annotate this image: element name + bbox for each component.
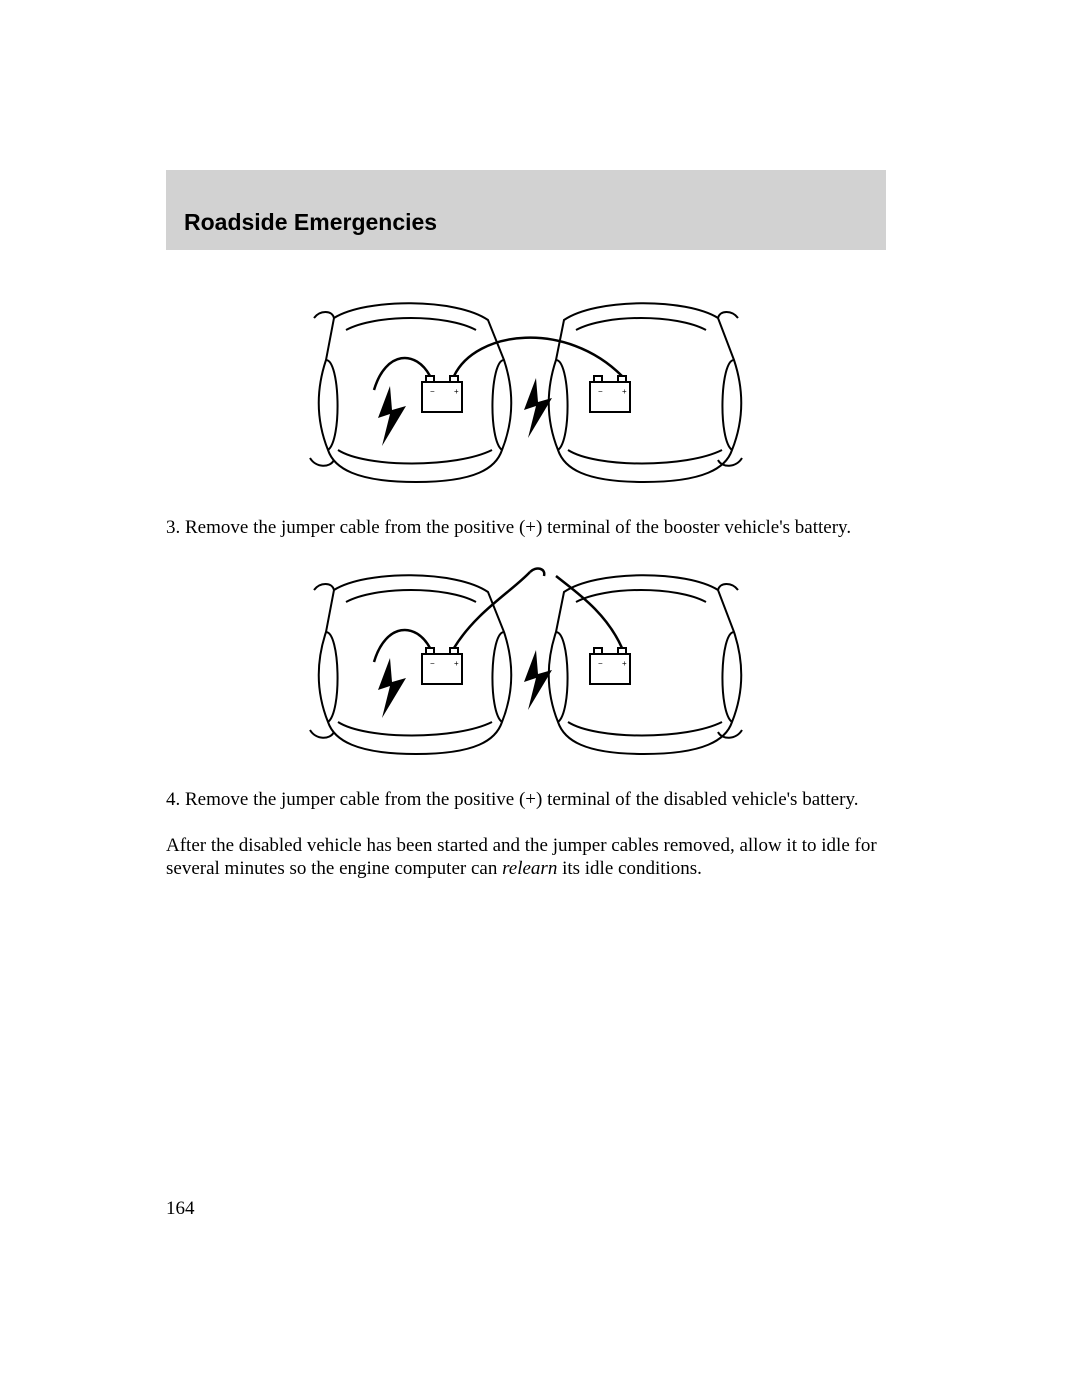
closing-text: After the disabled vehicle has been star…: [166, 834, 886, 882]
jumper-diagram-1: − + − +: [306, 290, 746, 490]
section-title: Roadside Emergencies: [184, 209, 437, 236]
page-number: 164: [166, 1198, 195, 1220]
page-content: Roadside Emergencies: [166, 170, 886, 903]
svg-text:+: +: [622, 659, 627, 668]
step-3-text: 3. Remove the jumper cable from the posi…: [166, 516, 886, 540]
closing-post: its idle conditions.: [557, 858, 702, 879]
svg-text:+: +: [454, 659, 459, 668]
svg-text:−: −: [598, 387, 603, 396]
svg-text:−: −: [430, 659, 435, 668]
svg-text:+: +: [622, 387, 627, 396]
section-header: Roadside Emergencies: [166, 170, 886, 250]
closing-italic: relearn: [502, 858, 557, 879]
svg-text:−: −: [430, 387, 435, 396]
step-4-text: 4. Remove the jumper cable from the posi…: [166, 788, 886, 812]
svg-text:−: −: [598, 659, 603, 668]
jumper-diagram-2: − + − +: [306, 562, 746, 762]
svg-text:+: +: [454, 387, 459, 396]
